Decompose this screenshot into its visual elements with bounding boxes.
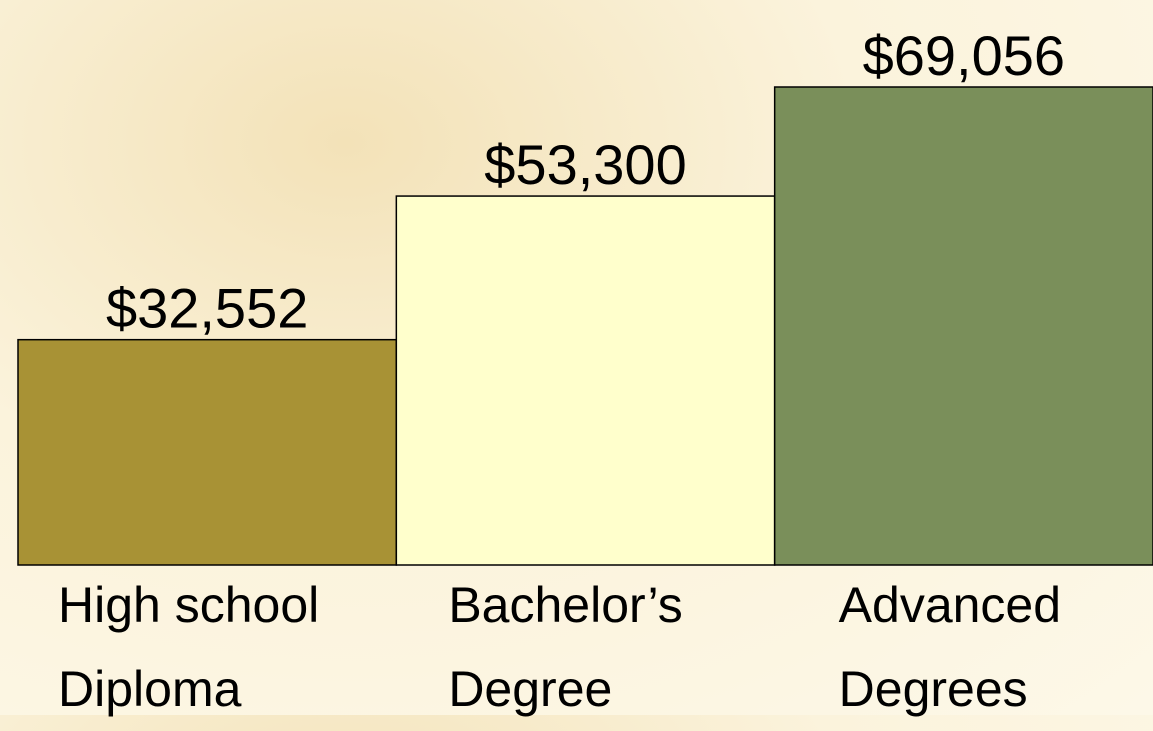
page: $32,552$53,300$69,056 (() => { const dat… bbox=[0, 0, 1153, 715]
value-label: $69,056 bbox=[863, 24, 1065, 87]
category-label: High school Diploma bbox=[58, 563, 319, 731]
category-label: Bachelor’s Degree bbox=[448, 563, 682, 731]
bar bbox=[396, 196, 774, 565]
value-label: $53,300 bbox=[484, 133, 686, 196]
category-label: Advanced Degrees bbox=[839, 563, 1061, 731]
bar bbox=[775, 87, 1153, 565]
bar bbox=[18, 340, 396, 565]
value-label: $32,552 bbox=[106, 277, 308, 340]
